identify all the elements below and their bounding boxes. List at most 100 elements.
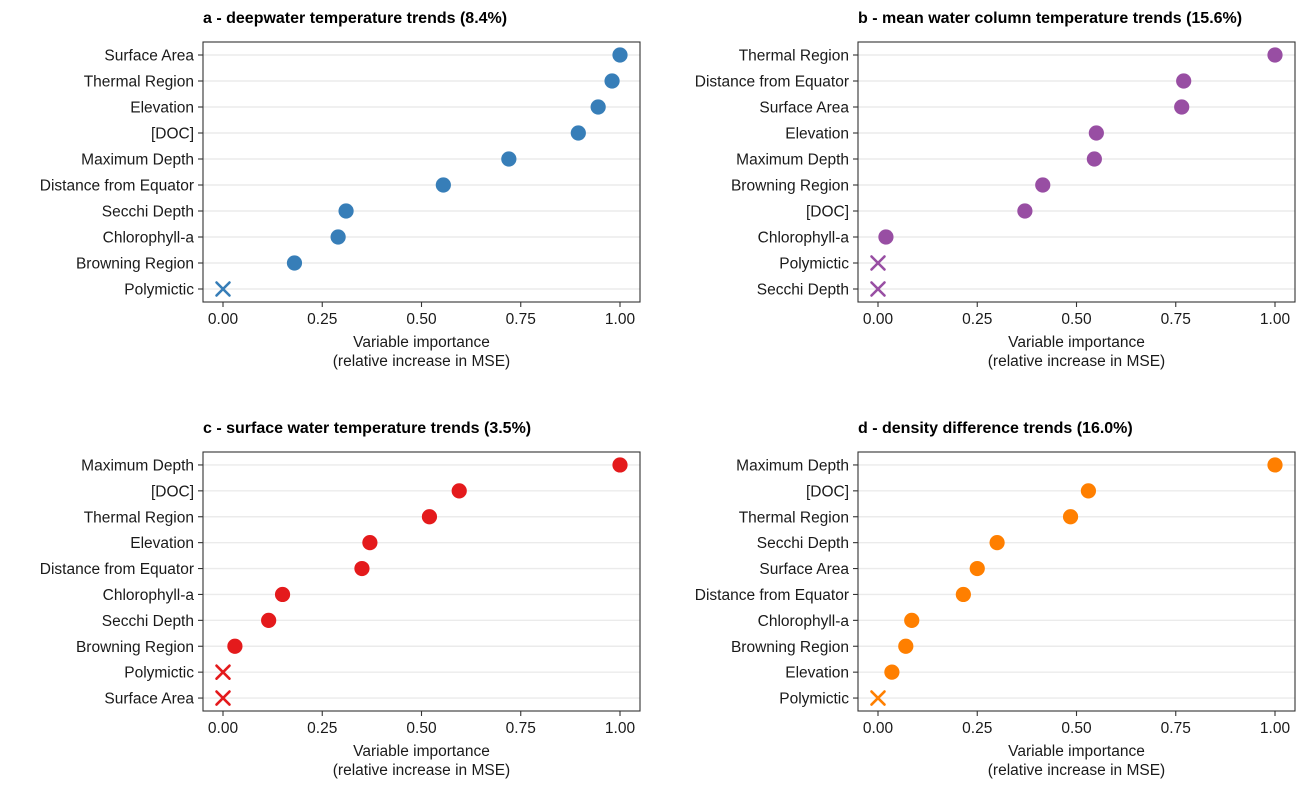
panel-title: b - mean water column temperature trends… [858,10,1242,27]
category-label: Maximum Depth [81,152,194,169]
data-point [904,612,920,628]
data-point [612,457,628,473]
category-label: Secchi Depth [102,204,194,221]
x-axis-label: Variable importance [1008,743,1145,760]
category-label: Surface Area [104,48,194,65]
x-marker-stroke [870,690,886,706]
x-tick-label: 0.00 [863,311,894,328]
data-point-x-marker [870,690,886,706]
panel-a: a - deepwater temperature trends (8.4%) S… [40,10,641,370]
data-point [451,483,467,499]
data-point [435,177,451,193]
panel-d: d - density difference trends (16.0%) Max… [695,420,1296,779]
x-marker-stroke [870,281,886,297]
category-label: Distance from Equator [695,74,849,91]
category-label: Surface Area [104,691,194,708]
x-tick-label: 0.75 [1161,720,1191,737]
x-axis-label: Variable importance [353,334,490,351]
data-point [989,535,1005,551]
data-point-x-marker [870,255,886,271]
data-point-x-marker [215,664,231,680]
x-tick-label: 0.00 [208,311,239,328]
category-label: Elevation [130,535,194,552]
category-label: Thermal Region [84,74,194,91]
data-point [1267,457,1283,473]
category-label: Secchi Depth [757,282,849,299]
data-point [955,586,971,603]
category-label: Maximum Depth [736,457,849,474]
data-point [1017,203,1033,219]
category-label: Thermal Region [84,509,194,526]
data-point [1176,73,1192,89]
category-label: Polymictic [779,256,849,273]
data-point [338,203,354,219]
x-tick-label: 0.00 [208,720,239,737]
data-point [1267,47,1283,63]
category-label: Elevation [130,100,194,117]
data-point [590,99,606,115]
category-label: Distance from Equator [40,561,194,578]
panel-title: c - surface water temperature trends (3.… [203,420,531,437]
x-axis-sublabel: (relative increase in MSE) [988,353,1165,370]
category-label: [DOC] [806,204,849,221]
x-tick-label: 0.50 [1061,311,1092,328]
category-label: Chlorophyll-a [103,587,195,604]
x-tick-label: 0.25 [307,720,337,737]
panel-title: a - deepwater temperature trends (8.4%) [203,10,507,27]
data-point [604,73,620,89]
panel-b: b - mean water column temperature trends… [695,10,1296,370]
category-label: Browning Region [76,256,194,273]
data-point-x-marker [215,281,231,297]
data-point [362,535,378,551]
category-label: Polymictic [124,665,194,682]
category-label: Distance from Equator [695,587,849,604]
x-tick-label: 0.25 [962,311,992,328]
data-point [286,255,303,271]
x-axis-sublabel: (relative increase in MSE) [333,353,510,370]
category-label: Thermal Region [739,509,849,526]
data-point [884,664,900,680]
category-label: Secchi Depth [757,535,849,552]
data-point [421,509,438,525]
x-tick-label: 1.00 [605,720,636,737]
category-label: Surface Area [759,561,849,578]
x-marker-stroke [215,690,231,706]
category-label: Distance from Equator [40,178,194,195]
data-point [1080,483,1097,499]
category-label: Polymictic [779,691,849,708]
category-label: Secchi Depth [102,613,194,630]
x-axis-sublabel: (relative increase in MSE) [333,762,510,779]
data-point [570,125,586,141]
category-label: Browning Region [731,639,849,656]
x-tick-label: 0.75 [506,311,536,328]
category-label: Browning Region [76,639,194,656]
data-point [878,229,894,245]
x-tick-label: 0.50 [406,720,437,737]
data-point [1086,151,1102,167]
data-point [969,560,985,577]
data-point [274,586,291,603]
category-label: [DOC] [151,126,194,143]
x-tick-label: 0.75 [506,720,536,737]
category-label: Elevation [785,665,849,682]
data-point [354,560,370,577]
x-axis-sublabel: (relative increase in MSE) [988,762,1165,779]
category-label: [DOC] [806,483,849,500]
data-point [898,638,914,654]
category-label: [DOC] [151,483,194,500]
x-axis-label: Variable importance [1008,334,1145,351]
x-tick-label: 0.50 [406,311,437,328]
data-point [1174,99,1190,115]
x-marker-stroke [215,281,231,297]
x-tick-label: 1.00 [1260,720,1291,737]
category-label: Chlorophyll-a [103,230,195,247]
category-label: Thermal Region [739,48,849,65]
x-tick-label: 0.50 [1061,720,1092,737]
panel-title: d - density difference trends (16.0%) [858,420,1133,437]
x-tick-label: 1.00 [605,311,636,328]
data-point [1062,509,1079,525]
data-point [330,229,346,245]
data-point-x-marker [870,281,886,297]
data-point-x-marker [215,690,231,706]
